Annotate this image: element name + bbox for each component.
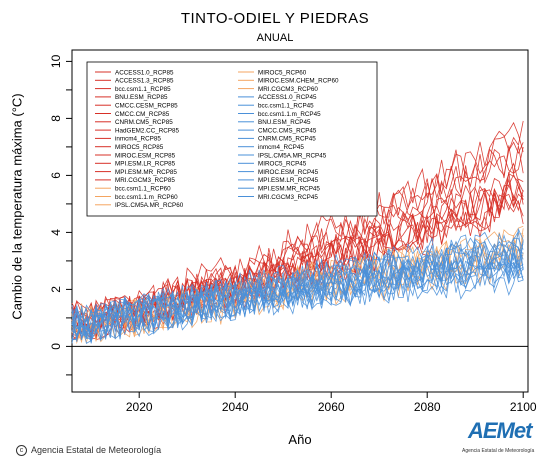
x-tick-label: 2100 [510, 400, 537, 414]
copyright-icon: c [16, 445, 27, 457]
y-tick-label: 6 [49, 172, 63, 179]
legend-entry: MRI.CGCM3_RCP85 [115, 177, 175, 184]
legend-entry: CMCC.CESM_RCP85 [115, 103, 178, 110]
y-tick-label: 4 [49, 229, 63, 236]
legend-entry: CMCC.CM_RCP85 [115, 111, 170, 118]
chart-subtitle: ANUAL [256, 32, 294, 44]
legend-entry: MIROC.ESM_RCP45 [258, 169, 319, 176]
series-line-rcp85 [71, 121, 524, 341]
legend-entry: MIROC.ESM.CHEM_RCP60 [258, 78, 339, 85]
legend-entry: ACCESS1.0_RCP45 [258, 94, 317, 101]
logo-text: AEMet [468, 418, 532, 443]
y-axis-label: Cambio de la temperatura máxima (°C) [9, 93, 25, 320]
legend-entry: MPI.ESM.MR_RCP85 [115, 169, 177, 176]
footer-credit-text: Agencia Estatal de Meteorología [31, 445, 162, 455]
y-tick-label: 8 [49, 115, 63, 122]
chart-title: TINTO-ODIEL Y PIEDRAS [180, 10, 370, 27]
legend-entry: IPSL.CM5A.MR_RCP60 [115, 202, 184, 209]
legend: ACCESS1.0_RCP85ACCESS1.3_RCP85bcc.csm1.1… [86, 61, 378, 217]
legend-box [86, 61, 378, 217]
legend-entry: BNU.ESM_RCP85 [115, 94, 168, 101]
series-line-rcp45 [71, 244, 524, 338]
legend-entry: MIROC5_RCP45 [258, 161, 307, 168]
legend-entry: MIROC.ESM_RCP85 [115, 152, 176, 159]
series-layer [71, 120, 524, 345]
legend-entry: inmcm4_RCP85 [115, 136, 161, 143]
legend-entry: MIROC5_RCP60 [258, 69, 307, 76]
legend-entry: MRI.CGCM3_RCP60 [258, 86, 318, 93]
legend-entry: bcc.csm1.1.m_RCP45 [258, 111, 321, 118]
x-tick-label: 2060 [318, 400, 345, 414]
legend-entry: bcc.csm1.1_RCP85 [115, 86, 171, 93]
legend-entry: bcc.csm1.1.m_RCP60 [115, 194, 178, 201]
legend-entry: bcc.csm1.1_RCP60 [115, 186, 171, 193]
x-axis-label: Año [288, 432, 312, 447]
series-line-rcp85 [71, 184, 524, 341]
legend-entry: ACCESS1.0_RCP85 [115, 69, 174, 76]
y-tick-label: 0 [49, 343, 63, 350]
series-line-rcp45 [71, 256, 524, 340]
x-tick-label: 2020 [126, 400, 153, 414]
y-tick-label: 10 [49, 54, 63, 68]
plot-frame [71, 49, 529, 393]
legend-entry: ACCESS1.3_RCP85 [115, 78, 174, 85]
legend-entry: CNRM.CM5_RCP85 [115, 119, 173, 126]
series-line-rcp45 [71, 251, 524, 344]
footer-credit: c Agencia Estatal de Meteorología [16, 445, 162, 457]
logo-subtext: Agencia Estatal de Meteorología [462, 448, 535, 454]
legend-entry: HadGEM2.CC_RCP85 [115, 127, 180, 134]
legend-entry: MPI.ESM.LR_RCP85 [115, 161, 176, 168]
series-line-rcp45 [71, 234, 524, 340]
series-line-rcp45 [71, 238, 524, 341]
legend-entry: MIROC5_RCP85 [115, 144, 164, 151]
legend-entry: bcc.csm1.1_RCP45 [258, 103, 314, 110]
legend-entry: CMCC.CMS_RCP45 [258, 127, 317, 134]
legend-entry: MRI.CGCM3_RCP45 [258, 194, 318, 201]
legend-entry: BNU.ESM_RCP45 [258, 119, 311, 126]
y-tick-label: 2 [49, 286, 63, 293]
x-tick-label: 2080 [414, 400, 441, 414]
legend-entry: IPSL.CM5A.MR_RCP45 [258, 152, 327, 159]
series-line-rcp45 [71, 260, 524, 341]
aemet-logo: AEMet Agencia Estatal de Meteorología [462, 418, 548, 458]
legend-entry: MPI.ESM.MR_RCP45 [258, 186, 320, 193]
legend-entry: MPI.ESM.LR_RCP45 [258, 177, 319, 184]
legend-entry: CNRM.CM5_RCP45 [258, 136, 316, 143]
x-tick-label: 2040 [222, 400, 249, 414]
axis-layer: 2020 2040 2060 2080 2100 0 2 4 6 8 10 [49, 54, 537, 414]
legend-entry: inmcm4_RCP45 [258, 144, 304, 151]
